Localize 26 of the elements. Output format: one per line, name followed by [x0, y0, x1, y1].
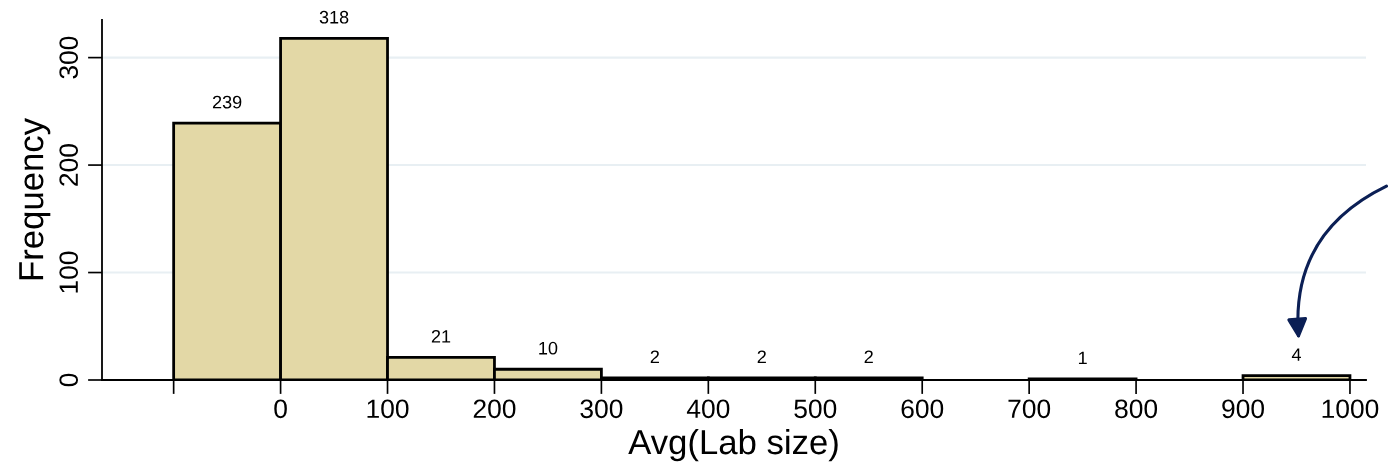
x-tick-label: 300: [580, 399, 623, 419]
x-tick-label: 900: [1222, 399, 1265, 419]
data-label: 1: [1078, 351, 1087, 365]
y-tick-label: 200: [59, 144, 79, 186]
y-axis-title: Frequency: [19, 118, 51, 280]
x-tick-label: 100: [367, 399, 409, 419]
data-label: 21: [431, 329, 451, 343]
data-label: 239: [212, 95, 242, 109]
x-tick-label: 600: [901, 399, 944, 419]
data-label: 2: [650, 350, 659, 363]
data-label: 318: [319, 10, 349, 24]
x-axis-title: Avg(Lab size): [628, 428, 838, 462]
data-label: 2: [864, 350, 873, 363]
data-label: 2: [757, 350, 766, 363]
y-tick-label: 0: [59, 373, 79, 387]
x-tick-label: 1000: [1322, 399, 1379, 419]
x-tick-label: 0: [274, 399, 287, 419]
x-tick-label: 500: [794, 399, 837, 419]
data-label: 10: [539, 341, 558, 355]
x-tick-label: 200: [473, 399, 516, 419]
data-label: 4: [1291, 348, 1301, 361]
y-tick-label: 300: [59, 36, 79, 79]
y-tick-label: 100: [59, 251, 79, 293]
x-tick-label: 700: [1008, 399, 1051, 419]
x-tick-label: 400: [686, 399, 730, 419]
x-tick-label: 800: [1115, 399, 1158, 419]
